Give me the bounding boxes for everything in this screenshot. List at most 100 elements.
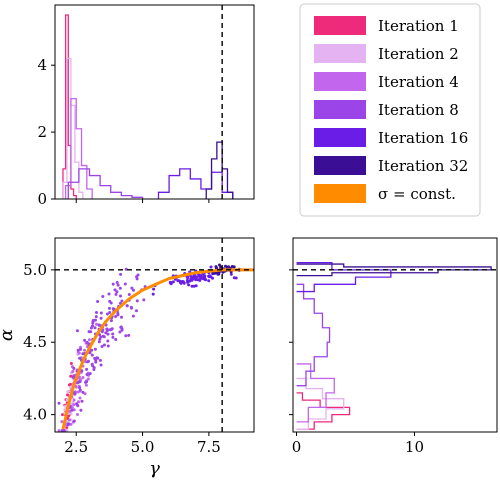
scatter-point-iteration-16 [229, 272, 233, 276]
scatter-point-iteration-4 [72, 403, 76, 407]
scatter-point-iteration-8 [79, 408, 83, 412]
scatter-point-iteration-8 [75, 402, 79, 406]
scatter-point-iteration-8 [130, 306, 133, 310]
scatter-point-iteration-4 [77, 376, 81, 380]
alpha-hist-iteration-8 [296, 283, 331, 387]
alpha-hist-xtick-label-1: 10 [405, 438, 424, 456]
scatter-xtick-label-2: 7.5 [197, 438, 221, 456]
scatter-point-iteration-4 [87, 338, 91, 342]
gamma-histogram-frame [54, 4, 255, 200]
scatter-point-iteration-8 [120, 299, 124, 303]
scatter-point-iteration-16 [194, 284, 198, 288]
gamma-hist-ytick-label-2: 4 [37, 56, 47, 74]
scatter-point-iteration-4 [72, 398, 76, 402]
scatter-point-iteration-8 [93, 356, 97, 360]
scatter-point-iteration-8 [106, 332, 110, 336]
legend-label-iteration-32: Iteration 32 [378, 157, 468, 175]
scatter-point-iteration-16 [209, 265, 213, 269]
scatter-point-iteration-2 [65, 398, 69, 402]
scatter-ytick-label-2: 5.0 [23, 261, 47, 279]
scatter-point-iteration-4 [68, 418, 71, 422]
scatter-point-iteration-8 [75, 329, 79, 333]
gamma-hist-ytick-label-1: 2 [37, 123, 47, 141]
scatter-point-iteration-4 [76, 390, 80, 394]
scatter-point-iteration-8 [60, 429, 64, 433]
scatter-point-iteration-1 [69, 374, 73, 378]
scatter-point-iteration-4 [95, 322, 98, 326]
scatter-point-iteration-8 [115, 290, 119, 294]
scatter-point-iteration-4 [79, 345, 82, 349]
scatter-point-iteration-16 [198, 278, 202, 282]
scatter-point-iteration-8 [97, 323, 101, 327]
scatter-point-iteration-8 [94, 360, 98, 364]
scatter-point-iteration-16 [198, 275, 202, 279]
scatter-point-iteration-8 [99, 311, 103, 315]
scatter-point-iteration-1 [69, 382, 72, 386]
scatter-point-iteration-8 [97, 340, 101, 344]
scatter-point-iteration-4 [74, 385, 78, 388]
scatter-point-iteration-8 [123, 282, 127, 286]
scatter-point-iteration-8 [100, 345, 104, 348]
scatter-xtick-label-1: 5.0 [131, 438, 155, 456]
scatter-point-iteration-8 [110, 327, 114, 331]
scatter-point-iteration-4 [57, 429, 61, 433]
scatter-point-iteration-16 [207, 279, 211, 283]
legend-swatch-iteration-2 [314, 44, 366, 63]
scatter-point-iteration-8 [119, 294, 122, 298]
scatter-point-iteration-8 [87, 359, 90, 363]
scatter-point-iteration-16 [189, 275, 193, 278]
scatter-frame [54, 237, 255, 433]
scatter-point-iteration-8 [85, 373, 89, 376]
legend-label--const-: σ = const. [378, 185, 456, 203]
scatter-point-iteration-16 [190, 278, 194, 282]
scatter-point-iteration-4 [69, 422, 73, 426]
scatter-point-iteration-8 [100, 330, 104, 334]
scatter-panel: 2.5 5.0 7.5 4.0 4.5 5.0 γ α [0, 237, 255, 479]
scatter-point-iteration-32 [214, 265, 218, 269]
scatter-point-iteration-8 [85, 380, 89, 384]
scatter-point-iteration-8 [87, 330, 91, 334]
scatter-point-iteration-16 [187, 283, 191, 287]
scatter-point-iteration-8 [119, 325, 123, 329]
scatter-point-iteration-1 [66, 393, 69, 397]
scatter-point-iteration-8 [114, 292, 118, 296]
scatter-point-iteration-1 [69, 362, 73, 365]
scatter-point-iteration-8 [79, 347, 82, 351]
scatter-point-iteration-16 [169, 282, 173, 286]
scatter-ticks: 2.5 5.0 7.5 4.0 4.5 5.0 [23, 261, 221, 456]
legend-label-iteration-2: Iteration 2 [378, 45, 459, 63]
gamma-hist-iteration-16 [157, 168, 234, 199]
alpha-hist-xtick-label-0: 0 [292, 438, 302, 456]
scatter-point-iteration-16 [151, 292, 155, 296]
scatter-point-iteration-8 [76, 348, 80, 352]
alpha-hist-iteration-16 [296, 261, 392, 293]
scatter-point-iteration-8 [67, 422, 71, 426]
scatter-point-iteration-2 [63, 404, 67, 408]
alpha-histogram-frame [292, 237, 498, 433]
alpha-histogram-ticks: 0 10 [289, 269, 424, 456]
scatter-point-iteration-8 [120, 315, 123, 319]
legend-label-iteration-4: Iteration 4 [378, 73, 459, 91]
scatter-point-iteration-8 [78, 388, 82, 392]
scatter-point-iteration-8 [99, 316, 103, 320]
scatter-point-iteration-4 [83, 348, 86, 352]
scatter-point-iteration-8 [57, 401, 61, 405]
scatter-point-iteration-8 [124, 267, 128, 271]
scatter-point-iteration-1 [61, 413, 64, 417]
scatter-point-iteration-8 [90, 362, 94, 366]
legend-label-iteration-1: Iteration 1 [378, 17, 459, 35]
scatter-point-iteration-8 [125, 304, 129, 308]
y-axis-label: α [0, 329, 17, 341]
scatter-point-iteration-4 [60, 420, 64, 424]
scatter-point-iteration-32 [217, 272, 221, 276]
scatter-point-iteration-8 [119, 272, 123, 276]
scatter-point-iteration-8 [105, 312, 109, 316]
scatter-point-iteration-8 [92, 368, 96, 371]
scatter-point-iteration-8 [105, 327, 109, 331]
scatter-point-iteration-8 [90, 353, 94, 357]
scatter-point-iteration-8 [78, 386, 82, 390]
scatter-point-iteration-8 [132, 288, 135, 292]
scatter-point-iteration-8 [81, 390, 85, 394]
scatter-point-iteration-16 [176, 279, 180, 283]
scatter-point-iteration-8 [116, 313, 120, 317]
